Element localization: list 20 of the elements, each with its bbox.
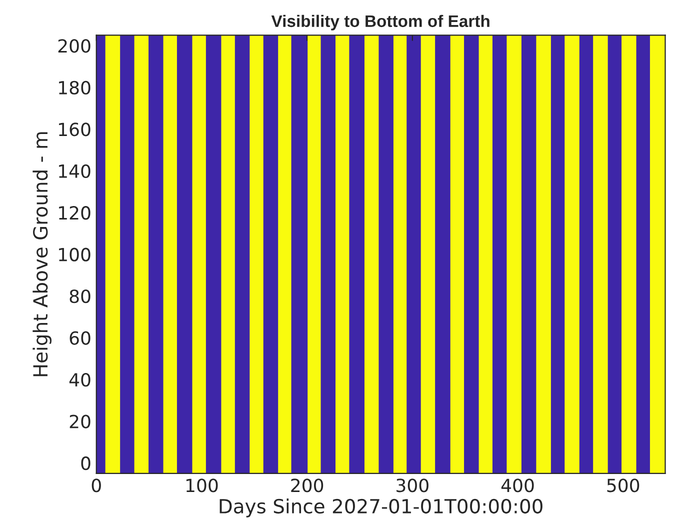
y-tick-label: 40 [69, 372, 90, 387]
y-tick-label: 180 [59, 80, 90, 95]
y-tick-label: 100 [59, 248, 90, 262]
x-axis-title: Days Since 2027-01-01T00:00:00 [220, 498, 542, 518]
y-tick-label: 200 [58, 39, 90, 53]
x-tick-label: 0 [92, 478, 101, 492]
x-tick-label: 100 [186, 478, 218, 492]
y-tick-label: 120 [59, 206, 90, 220]
y-tick-label: 160 [59, 122, 90, 136]
y-tick-label: 80 [70, 290, 90, 304]
x-tick-label: 200 [291, 478, 324, 492]
x-tick-label: 300 [396, 478, 428, 492]
y-axis-title: Height Above Ground - m [32, 132, 52, 376]
x-tick-label: 500 [607, 478, 640, 492]
chart-title: Visibility to Bottom of Earth [271, 14, 490, 30]
x-tick-label: 400 [501, 478, 534, 492]
y-tick-label: 20 [70, 414, 90, 428]
y-tick-label: 0 [81, 456, 90, 470]
y-tick-label: 140 [59, 164, 90, 178]
y-tick-label: 60 [70, 331, 90, 345]
